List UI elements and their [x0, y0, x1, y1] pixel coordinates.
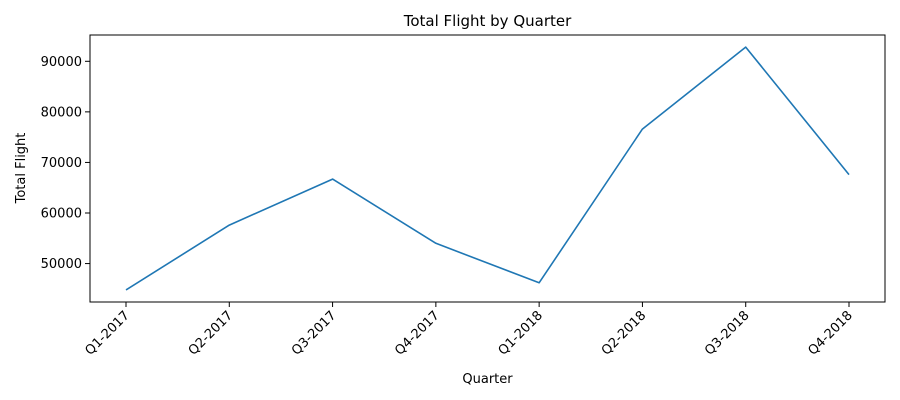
x-tick-label: Q3-2018: [702, 308, 752, 358]
plot-area: 50000 60000 70000 80000 90000 Q1-2017 Q2-2017 Q…: [41, 34, 886, 359]
x-tick-label: Q1-2018: [496, 308, 546, 358]
x-tick-label: Q1-2017: [82, 308, 132, 358]
y-tick-label: 60000: [41, 207, 82, 222]
x-tick-label: Q2-2018: [599, 308, 649, 358]
y-tick-label: 70000: [41, 156, 82, 171]
y-tick-label: 50000: [41, 257, 82, 272]
series-line: [125, 46, 850, 291]
chart-title: Total Flight by Quarter: [403, 12, 572, 30]
x-tick-label: Q4-2017: [392, 308, 442, 358]
x-tick-label: Q4-2018: [805, 308, 855, 358]
x-tick-label: Q2-2017: [186, 308, 236, 358]
x-axis-title: Quarter: [462, 372, 513, 387]
y-tick-label: 80000: [41, 105, 82, 120]
x-tick-label: Q3-2017: [289, 308, 339, 358]
y-tick-label: 90000: [41, 55, 82, 70]
plot-frame: [89, 34, 886, 303]
y-axis-title: Total Flight: [14, 133, 29, 205]
